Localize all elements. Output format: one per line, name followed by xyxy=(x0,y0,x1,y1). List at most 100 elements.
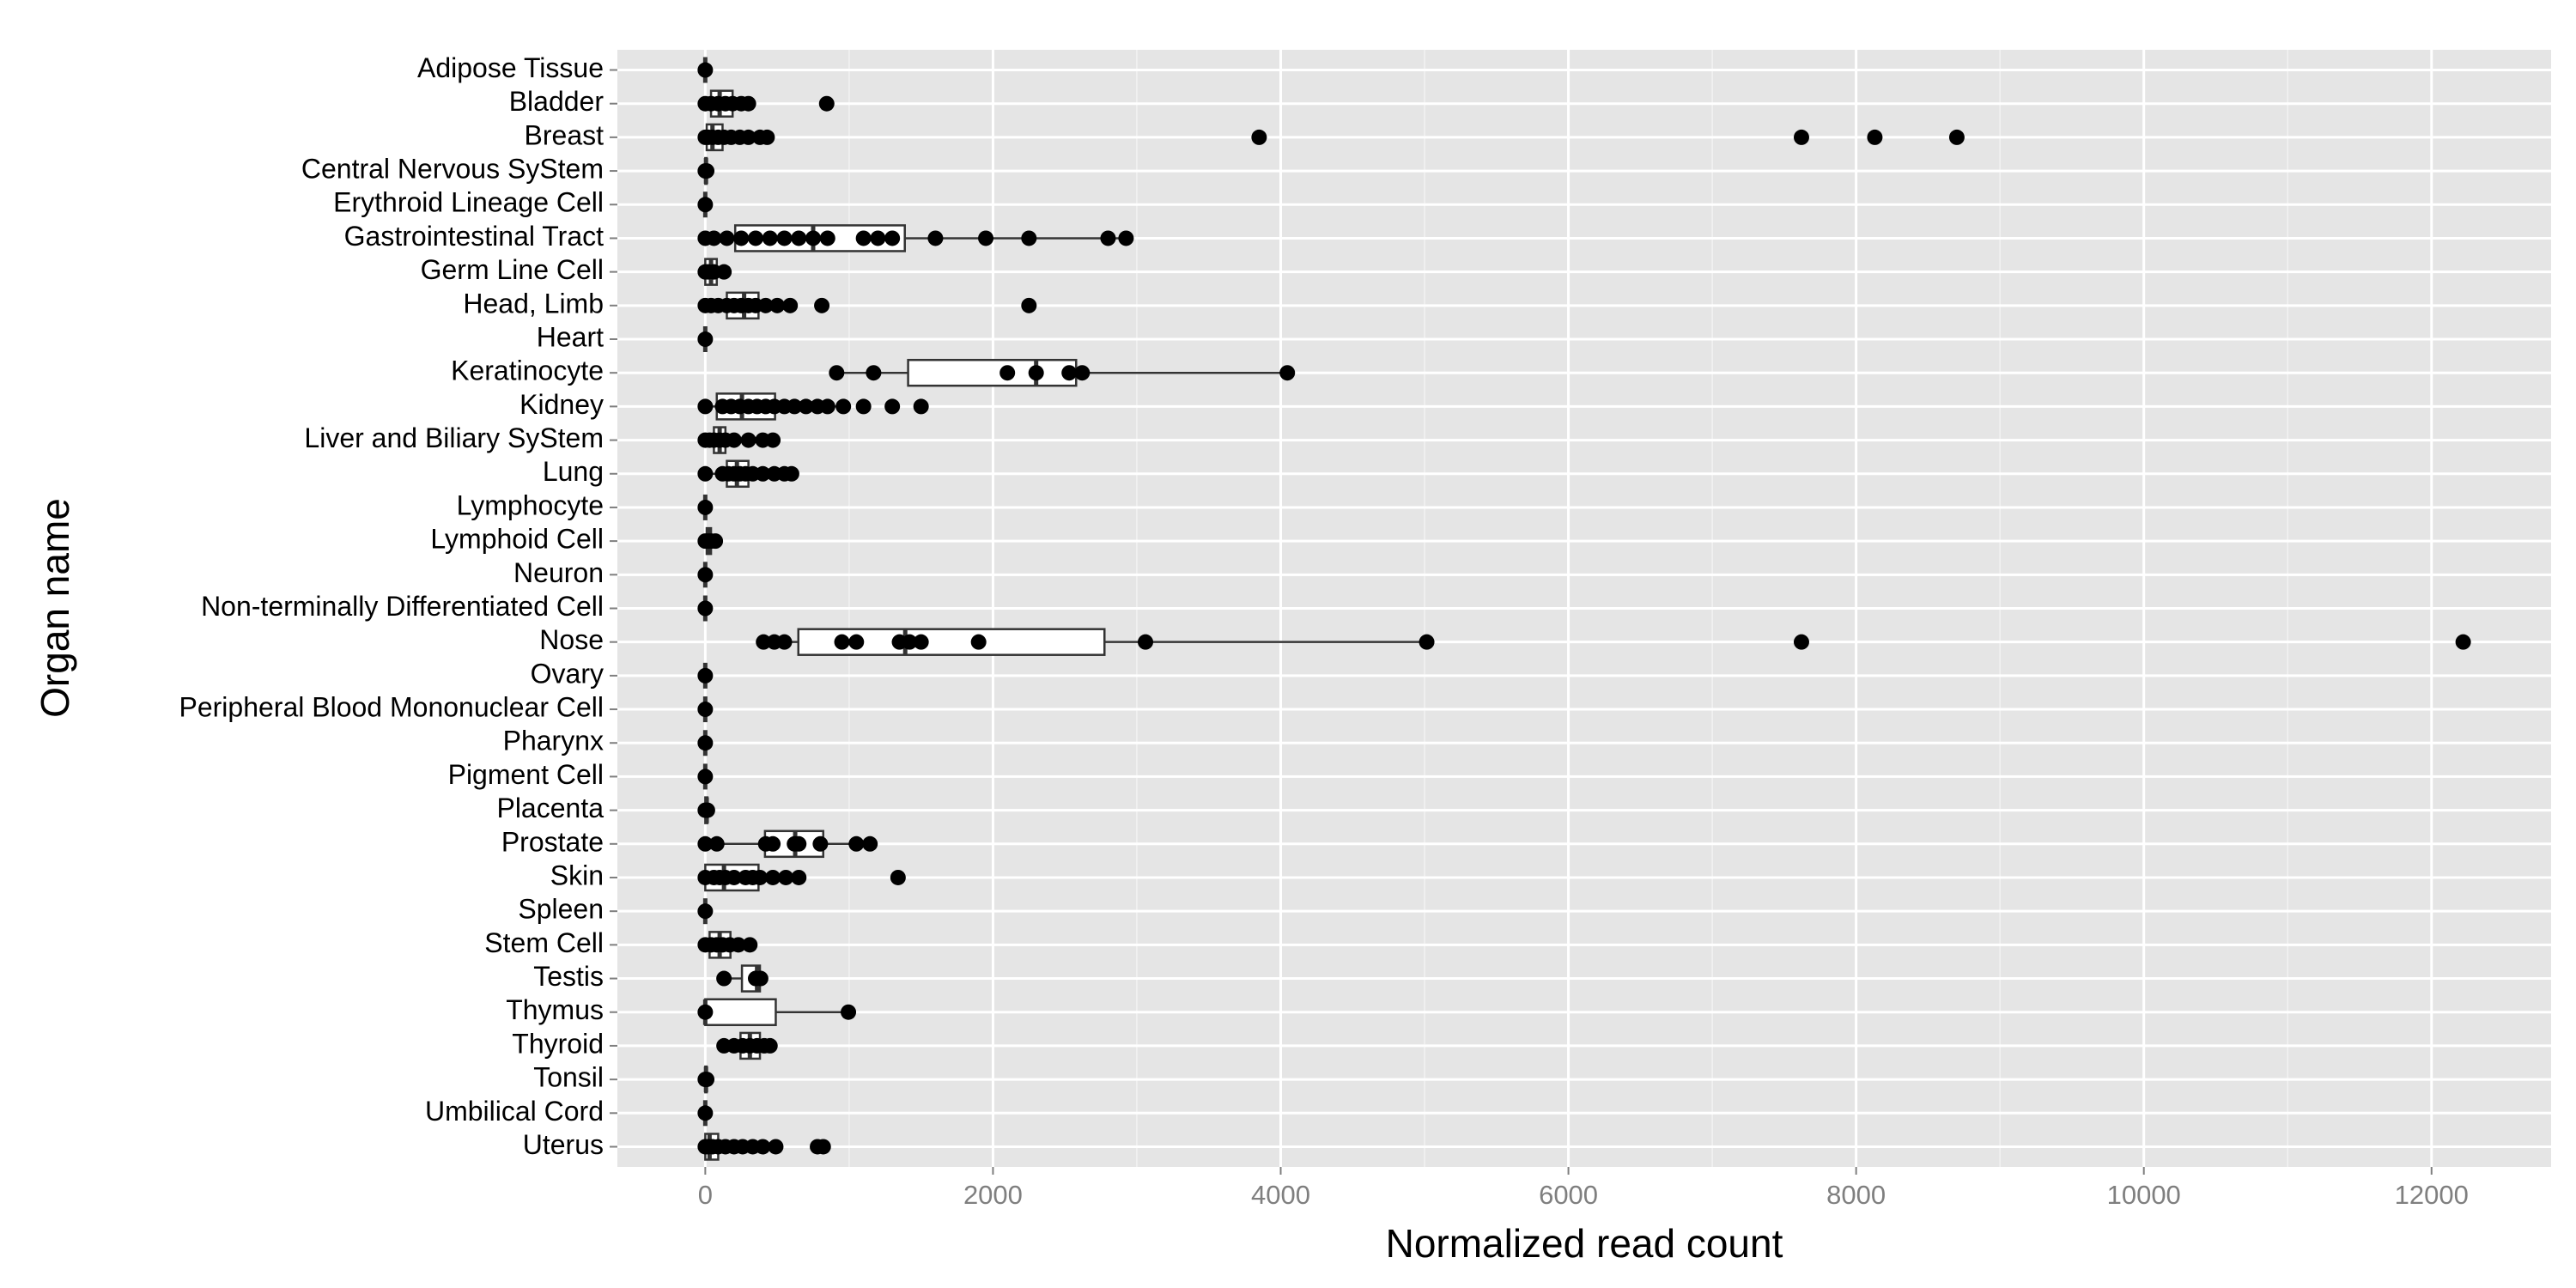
data-point xyxy=(783,465,799,482)
data-point xyxy=(697,702,714,718)
data-point xyxy=(1419,634,1435,650)
data-point xyxy=(778,869,794,885)
data-point xyxy=(818,95,835,112)
y-tick-label: Uterus xyxy=(523,1129,604,1160)
y-tick-label: Non-terminally Differentiated Cell xyxy=(201,591,604,622)
y-tick-label: Bladder xyxy=(509,86,605,117)
y-tick-label: Stem Cell xyxy=(484,927,604,958)
data-point xyxy=(697,197,714,213)
data-point xyxy=(769,297,786,313)
y-tick-label: Liver and Biliary SyStem xyxy=(304,422,604,453)
data-point xyxy=(791,835,807,852)
data-point xyxy=(765,869,781,885)
y-axis-title: Organ name xyxy=(33,498,77,718)
data-point xyxy=(805,230,822,246)
data-point xyxy=(1028,365,1044,381)
data-point xyxy=(829,365,845,381)
y-tick-label: Neuron xyxy=(513,557,604,588)
data-point xyxy=(999,365,1016,381)
data-point xyxy=(697,1105,714,1121)
data-point xyxy=(791,869,807,885)
data-point xyxy=(755,1139,771,1155)
data-point xyxy=(697,835,714,852)
data-point xyxy=(1138,634,1154,650)
data-point xyxy=(866,365,882,381)
data-point xyxy=(1074,365,1091,381)
data-point xyxy=(708,835,725,852)
data-point xyxy=(1279,365,1296,381)
data-point xyxy=(726,869,742,885)
data-point xyxy=(1251,129,1267,145)
x-axis-title: Normalized read count xyxy=(1386,1221,1783,1266)
data-point xyxy=(1793,129,1809,145)
data-point xyxy=(740,95,756,112)
data-point xyxy=(697,667,714,683)
data-point xyxy=(848,634,865,650)
data-point xyxy=(719,230,735,246)
data-point xyxy=(699,163,715,179)
data-point xyxy=(835,398,852,415)
data-point xyxy=(927,230,944,246)
data-point xyxy=(890,869,906,885)
data-point xyxy=(862,835,878,852)
data-point xyxy=(768,1139,784,1155)
data-point xyxy=(902,634,918,650)
y-tick-label: Adipose Tissue xyxy=(417,52,604,83)
x-tick-label: 2000 xyxy=(963,1180,1023,1210)
y-tick-label: Thyroid xyxy=(512,1028,604,1059)
y-tick-label: Lung xyxy=(543,456,604,487)
data-point xyxy=(697,331,714,348)
data-point xyxy=(848,835,865,852)
y-tick-label: Testis xyxy=(533,961,604,992)
data-point xyxy=(730,937,746,953)
data-point xyxy=(697,567,714,583)
y-tick-label: Peripheral Blood Mononuclear Cell xyxy=(179,692,605,723)
data-point xyxy=(765,835,781,852)
y-tick-label: Spleen xyxy=(518,894,604,925)
data-point xyxy=(855,398,872,415)
data-point xyxy=(841,1004,857,1020)
data-point xyxy=(697,735,714,751)
data-point xyxy=(716,264,732,280)
data-point xyxy=(752,970,769,987)
data-point xyxy=(776,230,793,246)
data-point xyxy=(699,1072,715,1088)
data-point xyxy=(819,230,835,246)
data-point xyxy=(870,230,886,246)
data-point xyxy=(740,432,756,448)
data-point xyxy=(697,62,714,78)
data-point xyxy=(697,903,714,920)
x-tick-label: 4000 xyxy=(1251,1180,1310,1210)
y-tick-label: Umbilical Cord xyxy=(425,1096,604,1127)
data-point xyxy=(762,1037,778,1054)
y-tick-label: Skin xyxy=(550,860,604,890)
x-tick-label: 0 xyxy=(698,1180,713,1210)
data-point xyxy=(716,970,732,987)
data-point xyxy=(812,835,829,852)
y-tick-label: Prostate xyxy=(501,826,604,857)
data-point xyxy=(787,398,803,415)
data-point xyxy=(913,634,929,650)
data-point xyxy=(1948,129,1965,145)
data-point xyxy=(815,1139,831,1155)
data-point xyxy=(1793,634,1809,650)
x-tick-label: 12000 xyxy=(2395,1180,2469,1210)
data-point xyxy=(814,297,830,313)
data-point xyxy=(1118,230,1134,246)
y-tick-label: Lymphocyte xyxy=(457,489,604,520)
x-tick-label: 6000 xyxy=(1539,1180,1598,1210)
y-tick-label: Head, Limb xyxy=(463,288,604,319)
data-point xyxy=(697,600,714,617)
data-point xyxy=(697,499,714,515)
data-point xyxy=(776,634,793,650)
data-point xyxy=(791,230,807,246)
data-point xyxy=(697,398,714,415)
data-point xyxy=(742,937,758,953)
data-point xyxy=(834,634,850,650)
data-point xyxy=(755,465,771,482)
data-point xyxy=(726,432,742,448)
x-tick-label: 10000 xyxy=(2107,1180,2181,1210)
box xyxy=(704,998,777,1026)
data-point xyxy=(1021,297,1037,313)
data-point xyxy=(757,297,774,313)
